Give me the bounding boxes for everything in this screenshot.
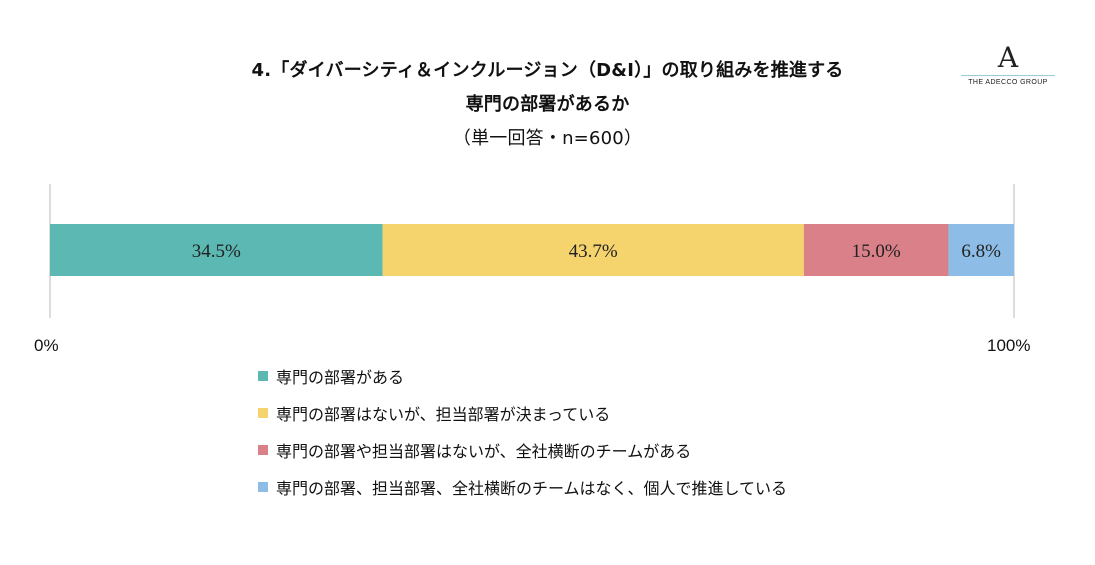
legend-swatch — [258, 407, 268, 418]
data-label-4: 6.8% — [961, 241, 1001, 262]
legend: 専門の部署がある 専門の部署はないが、担当部署が決まっている 専門の部署や担当部… — [258, 357, 787, 505]
legend-label: 専門の部署、担当部署、全社横断のチームはなく、個人で推進している — [276, 478, 788, 498]
data-label-2: 43.7% — [569, 241, 618, 262]
bar-segment-1 — [50, 224, 383, 276]
legend-item: 専門の部署、担当部署、全社横断のチームはなく、個人で推進している — [258, 468, 787, 505]
bar-segment-4 — [948, 224, 1014, 276]
tick-label-100: 100% — [987, 336, 1031, 355]
chart-title-line2: 専門の部署があるか — [465, 94, 630, 115]
legend-item: 専門の部署や担当部署はないが、全社横断のチームがある — [258, 431, 787, 468]
legend-swatch — [258, 481, 268, 492]
logo-divider — [961, 75, 1055, 76]
legend-label: 専門の部署はないが、担当部署が決まっている — [276, 404, 611, 424]
bar-segment-3 — [803, 224, 949, 276]
logo-mark: A — [997, 41, 1019, 74]
chart-title-line1: 4.「ダイバーシティ＆インクルージョン（D&I）」の取り組みを推進する — [251, 60, 844, 81]
stacked-bar-chart: 34.5% 43.7% 15.0% 6.8% — [49, 184, 1015, 318]
data-label-3: 15.0% — [852, 241, 901, 262]
chart-subtitle: （単一回答・n=600） — [452, 128, 643, 149]
data-label-1: 34.5% — [192, 241, 241, 262]
legend-swatch — [258, 444, 268, 455]
bar-segment-2 — [382, 224, 804, 276]
legend-label: 専門の部署がある — [276, 367, 405, 387]
legend-label: 専門の部署や担当部署はないが、全社横断のチームがある — [276, 441, 692, 461]
tick-label-0: 0% — [34, 336, 59, 355]
logo-text: THE ADECCO GROUP — [968, 79, 1048, 86]
legend-item: 専門の部署がある — [258, 357, 787, 394]
adecco-logo: A THE ADECCO GROUP — [960, 44, 1056, 86]
legend-swatch — [258, 370, 268, 381]
legend-item: 専門の部署はないが、担当部署が決まっている — [258, 394, 787, 431]
